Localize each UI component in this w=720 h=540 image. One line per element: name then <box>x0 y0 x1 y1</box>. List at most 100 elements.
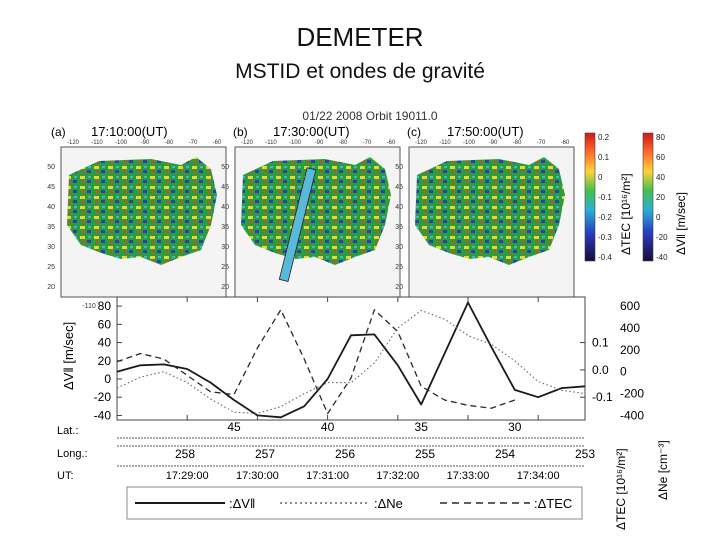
map-lat-tick: 30 <box>395 244 403 251</box>
secondary-axes: Lat.: 45 40 35 30 Long.: 258 257 256 255 254 253 UT:… <box>57 420 595 482</box>
colorbar-tec-bar <box>584 132 596 262</box>
long-tick: 254 <box>495 447 515 461</box>
figure-svg: 01/22 2008 Orbit 19011.0 (a) 17:10:00(UT… <box>47 109 688 530</box>
map-top-tick: -100 <box>289 140 302 146</box>
map-lat-tick: 50 <box>221 164 229 171</box>
map-top-tick: -110 <box>439 140 451 146</box>
tec-tick-label: 0.0 <box>592 363 609 377</box>
legend-label: :ΔV‖ <box>229 496 255 511</box>
left-tick-label: 60 <box>98 317 112 331</box>
legend: :ΔV‖ :ΔNe :ΔTEC <box>126 486 583 520</box>
ne-tick-label: 0 <box>620 365 627 379</box>
map-lat-tick: 20 <box>47 284 55 291</box>
map-lat-tick: 40 <box>221 204 229 211</box>
ne-tick-label: 400 <box>620 321 640 335</box>
slide-title: DEMETER <box>296 22 424 52</box>
map-lat-tick: 30 <box>47 244 55 251</box>
map-top-tick: -60 <box>213 140 222 146</box>
map-lat-tick: 50 <box>47 164 55 171</box>
time-series-chart: 806040200-20-400.10.0-0.16004002000-200-… <box>61 296 670 530</box>
colorbar-tick: -0.1 <box>598 193 612 202</box>
map-panel-time: 17:10:00(UT) <box>91 124 168 139</box>
map-panel-label: (a) <box>51 125 66 139</box>
colorbar-tick: -40 <box>656 253 668 262</box>
long-label: Long.: <box>57 448 88 460</box>
map-lat-tick: 30 <box>221 244 229 251</box>
map-panel-c: (c) 17:50:00(UT) <box>407 124 575 298</box>
map-lat-tick: 40 <box>47 204 55 211</box>
tec-axis-label: ΔTEC [10¹⁶/m²] <box>614 448 628 530</box>
map-lat-tick: 35 <box>395 224 403 231</box>
map-lat-tick: 45 <box>221 184 229 191</box>
figure: 01/22 2008 Orbit 19011.0 (a) 17:10:00(UT… <box>45 105 695 530</box>
tec-tick-label: 0.1 <box>592 336 609 350</box>
map-top-tick: -100 <box>115 140 128 146</box>
map-field <box>67 157 217 265</box>
left-tick-label: 80 <box>98 299 112 313</box>
map-top-tick: -70 <box>189 140 198 146</box>
map-panel-label: (b) <box>233 125 248 139</box>
tec-tick-label: -0.1 <box>592 390 613 404</box>
colorbar-tick: 0 <box>656 213 661 222</box>
colorbar-tick: 60 <box>656 153 665 162</box>
ne-tick-label: -400 <box>620 408 644 422</box>
left-tick-label: -40 <box>94 408 112 422</box>
map-panel-b: (b) 17:30:00(UT) <box>233 124 401 298</box>
ut-tick: 17:30:00 <box>236 470 279 482</box>
long-tick: 256 <box>335 447 355 461</box>
chart-frame <box>116 296 586 421</box>
colorbar-v-bar <box>642 132 654 262</box>
map-lat-tick: 35 <box>221 224 229 231</box>
map-top-tick: -110 <box>91 140 103 146</box>
map-lat-tick: 40 <box>395 204 403 211</box>
colorbar-v-label: ΔV‖ [m/sec] <box>674 192 688 255</box>
series-line-ΔNe <box>116 309 586 414</box>
map-top-tick: -120 <box>415 140 428 146</box>
left-axis-label: ΔV‖ [m/sec] <box>61 322 76 390</box>
ne-tick-label: 200 <box>620 343 640 357</box>
colorbar-tec: 0.2 0.1 0 -0.1 -0.2 -0.3 -0.4 ΔTEC [10¹⁶/m²] <box>584 132 633 262</box>
map-lat-tick: 25 <box>221 264 229 271</box>
left-tick-label: 40 <box>98 336 112 350</box>
colorbar-v: 80 60 40 20 0 -20 -40 ΔV‖ [m/sec] <box>642 132 688 262</box>
map-top-tick: -70 <box>363 140 372 146</box>
ne-tick-label: 600 <box>620 299 640 313</box>
map-panel-label: (c) <box>407 125 421 139</box>
ut-tick: 17:32:00 <box>376 470 419 482</box>
colorbar-tick: 40 <box>656 173 665 182</box>
long-tick: 253 <box>575 447 595 461</box>
long-tick: 257 <box>255 447 275 461</box>
long-tick: 255 <box>415 447 435 461</box>
ne-tick-label: -200 <box>620 387 644 401</box>
lat-label: Lat.: <box>57 425 78 437</box>
map-lat-tick: 20 <box>221 284 229 291</box>
colorbar-tick: -0.4 <box>598 253 612 262</box>
map-top-tick: -80 <box>339 140 348 146</box>
map-lat-tick: 20 <box>395 284 403 291</box>
map-field <box>241 157 391 265</box>
map-top-tick: -60 <box>561 140 570 146</box>
colorbar-tick: 0 <box>598 173 603 182</box>
orbit-track <box>278 167 317 283</box>
ut-label: UT: <box>57 470 74 482</box>
map-lat-tick: 45 <box>395 184 403 191</box>
series-line-ΔV‖ <box>116 301 586 419</box>
map-lat-tick: 45 <box>47 184 55 191</box>
map-top-tick: -100 <box>463 140 476 146</box>
left-tick-label: -20 <box>94 390 112 404</box>
map-top-tick: -90 <box>489 140 498 146</box>
map-lat-tick: 35 <box>47 224 55 231</box>
map-top-tick: -110 <box>265 140 277 146</box>
colorbar-tick: -20 <box>656 233 668 242</box>
legend-label: :ΔNe <box>374 496 403 511</box>
colorbar-tick: -0.3 <box>598 233 612 242</box>
left-tick-label: 20 <box>98 354 112 368</box>
map-lat-tick: 25 <box>395 264 403 271</box>
map-bottom-tick: -110 <box>82 303 96 310</box>
long-tick: 258 <box>175 447 195 461</box>
map-top-tick: -70 <box>537 140 546 146</box>
map-top-tick: -120 <box>67 140 80 146</box>
slide-subtitle: MSTID et ondes de gravité <box>235 60 485 83</box>
legend-label: :ΔTEC <box>534 496 572 511</box>
colorbar-tick: 0.2 <box>598 133 610 142</box>
